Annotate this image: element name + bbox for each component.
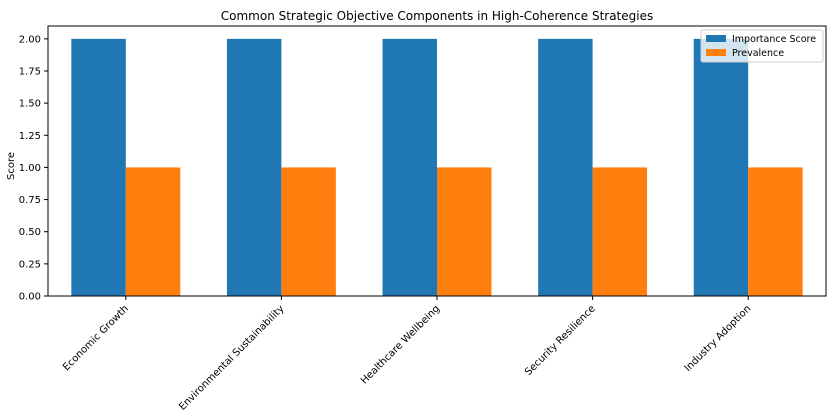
y-tick-label: 1.50 bbox=[19, 99, 41, 110]
legend-label-1: Prevalence bbox=[732, 48, 784, 59]
bar-importance-2 bbox=[382, 38, 437, 296]
y-tick-label: 0.25 bbox=[19, 259, 41, 270]
y-tick-label: 1.75 bbox=[19, 67, 41, 78]
bar-importance-3 bbox=[538, 38, 593, 296]
y-axis-label: Score bbox=[6, 152, 17, 180]
x-tick-label: Environmental Sustainability bbox=[177, 303, 286, 411]
x-tick-label: Security Resilience bbox=[523, 303, 598, 378]
bar-prevalence-2 bbox=[437, 167, 492, 296]
bar-prevalence-4 bbox=[748, 167, 803, 296]
x-axis: Economic Growth Environmental Sustainabil… bbox=[61, 296, 753, 411]
y-tick-label: 1.25 bbox=[19, 131, 41, 142]
legend: Importance Score Prevalence bbox=[700, 29, 824, 63]
legend-box bbox=[700, 29, 824, 63]
bar-prevalence-1 bbox=[281, 167, 336, 296]
chart-title: Common Strategic Objective Components in… bbox=[221, 9, 653, 23]
y-axis: 0.00 0.25 0.50 0.75 1.00 1.25 1.50 1.75 2.00 bbox=[19, 34, 48, 303]
bar-importance-4 bbox=[693, 38, 749, 296]
x-tick-label: Industry Adoption bbox=[683, 303, 754, 374]
legend-swatch-1 bbox=[706, 49, 726, 56]
bar-prevalence-3 bbox=[592, 167, 648, 296]
bar-importance-0 bbox=[71, 38, 126, 296]
y-tick-label: 0.50 bbox=[19, 227, 41, 238]
legend-label-0: Importance Score bbox=[732, 34, 816, 45]
bar-importance-1 bbox=[226, 38, 282, 296]
x-tick-label: Healthcare Wellbeing bbox=[359, 303, 442, 386]
bars-group bbox=[71, 38, 803, 296]
y-tick-label: 2.00 bbox=[19, 34, 41, 45]
bar-prevalence-0 bbox=[125, 167, 181, 296]
y-tick-label: 0.00 bbox=[19, 292, 41, 303]
y-tick-label: 0.75 bbox=[19, 195, 41, 206]
x-tick-label: Economic Growth bbox=[61, 303, 131, 373]
legend-swatch-0 bbox=[706, 35, 726, 42]
y-tick-label: 1.00 bbox=[19, 163, 41, 174]
